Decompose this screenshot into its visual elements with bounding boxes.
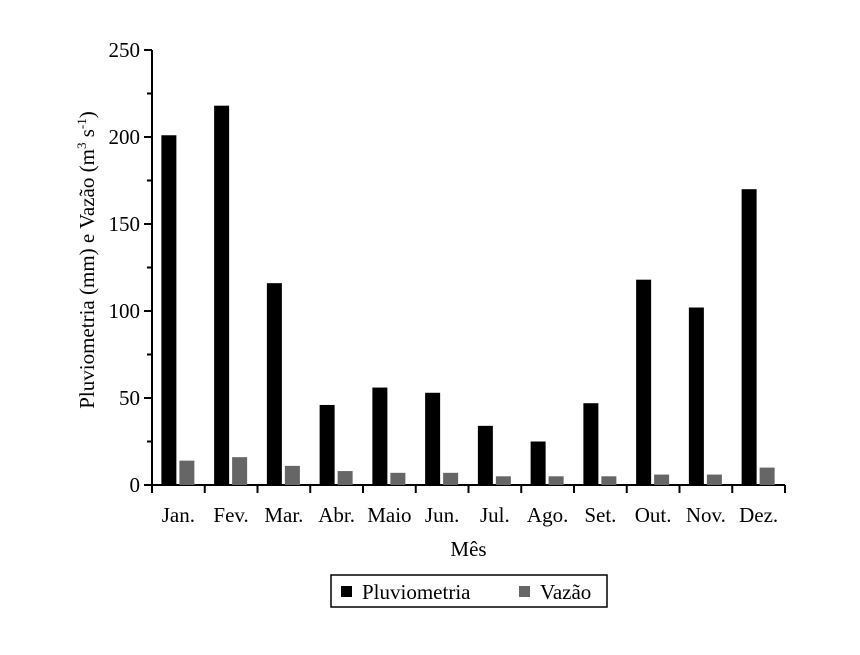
- bar-pluviometria-5: [372, 387, 388, 485]
- x-tick-label: Mar.: [264, 503, 303, 527]
- bar-pluviometria-9: [583, 403, 599, 485]
- bar-vazao-6: [443, 472, 459, 485]
- bar-vazao-1: [179, 460, 195, 485]
- bar-pluviometria-11: [688, 307, 704, 485]
- x-tick-label: Out.: [635, 503, 672, 527]
- bar-vazao-3: [284, 465, 300, 485]
- y-title-sup-minus1: -1: [74, 118, 89, 129]
- bar-vazao-10: [654, 474, 670, 485]
- legend-label-pluviometria: Pluviometria: [362, 580, 471, 604]
- y-tick-label: 50: [119, 386, 140, 410]
- bar-pluviometria-7: [477, 425, 493, 485]
- y-tick-label: 150: [109, 212, 141, 236]
- x-tick-label: Set.: [584, 503, 616, 527]
- bars: [161, 105, 775, 486]
- bar-vazao-2: [232, 457, 248, 485]
- bar-vazao-12: [759, 467, 775, 485]
- bar-pluviometria-6: [425, 392, 441, 485]
- bar-vazao-4: [337, 471, 353, 485]
- bar-pluviometria-10: [636, 279, 652, 485]
- legend-label-vazao: Vazão: [540, 580, 591, 604]
- legend: Pluviometria Vazão: [330, 574, 608, 608]
- x-tick-label: Jan.: [162, 503, 195, 527]
- axis-labels: Jan. Fev. Mar. Abr. Maio Jun. Jul. Ago. Set. Out.…: [74, 111, 778, 561]
- bar-pluviometria-3: [266, 283, 282, 485]
- bar-pluviometria-1: [161, 135, 177, 485]
- x-tick-label: Jul.: [480, 503, 510, 527]
- bar-pluviometria-4: [319, 404, 335, 485]
- bar-pluviometria-8: [530, 441, 546, 485]
- bar-vazao-8: [548, 476, 564, 485]
- x-tick-label: Fev.: [213, 503, 248, 527]
- bar-pluviometria-2: [214, 105, 230, 486]
- x-tick-label: Abr.: [318, 503, 355, 527]
- y-tick-label: 100: [109, 299, 141, 323]
- y-title-sup-3: 3: [74, 143, 89, 150]
- axes: 0 50 100 150 200 250: [109, 38, 786, 497]
- x-tick-label: Dez.: [739, 503, 778, 527]
- x-tick-label: Nov.: [686, 503, 726, 527]
- x-tick-label: Ago.: [527, 503, 568, 527]
- y-title-suffix: ): [75, 111, 99, 118]
- legend-box: [330, 574, 608, 608]
- y-title-mid: s: [75, 129, 99, 142]
- y-axis-title: Pluviometria (mm) e Vazão (m3 s-1): [74, 111, 99, 409]
- y-title-prefix: Pluviometria (mm) e Vazão (m: [75, 149, 99, 409]
- bar-vazao-5: [390, 472, 406, 485]
- x-axis-title: Mês: [450, 537, 486, 561]
- bar-vazao-11: [706, 474, 722, 485]
- x-tick-label: Jun.: [425, 503, 459, 527]
- bar-pluviometria-12: [741, 189, 757, 485]
- x-tick-label: Maio: [367, 503, 411, 527]
- y-tick-label: 0: [130, 473, 141, 497]
- y-tick-label: 250: [109, 38, 141, 62]
- y-tick-label: 200: [109, 125, 141, 149]
- bar-vazao-7: [495, 476, 511, 485]
- legend-swatch-pluviometria: [341, 586, 352, 597]
- bar-vazao-9: [601, 476, 617, 485]
- legend-swatch-vazao: [519, 586, 530, 597]
